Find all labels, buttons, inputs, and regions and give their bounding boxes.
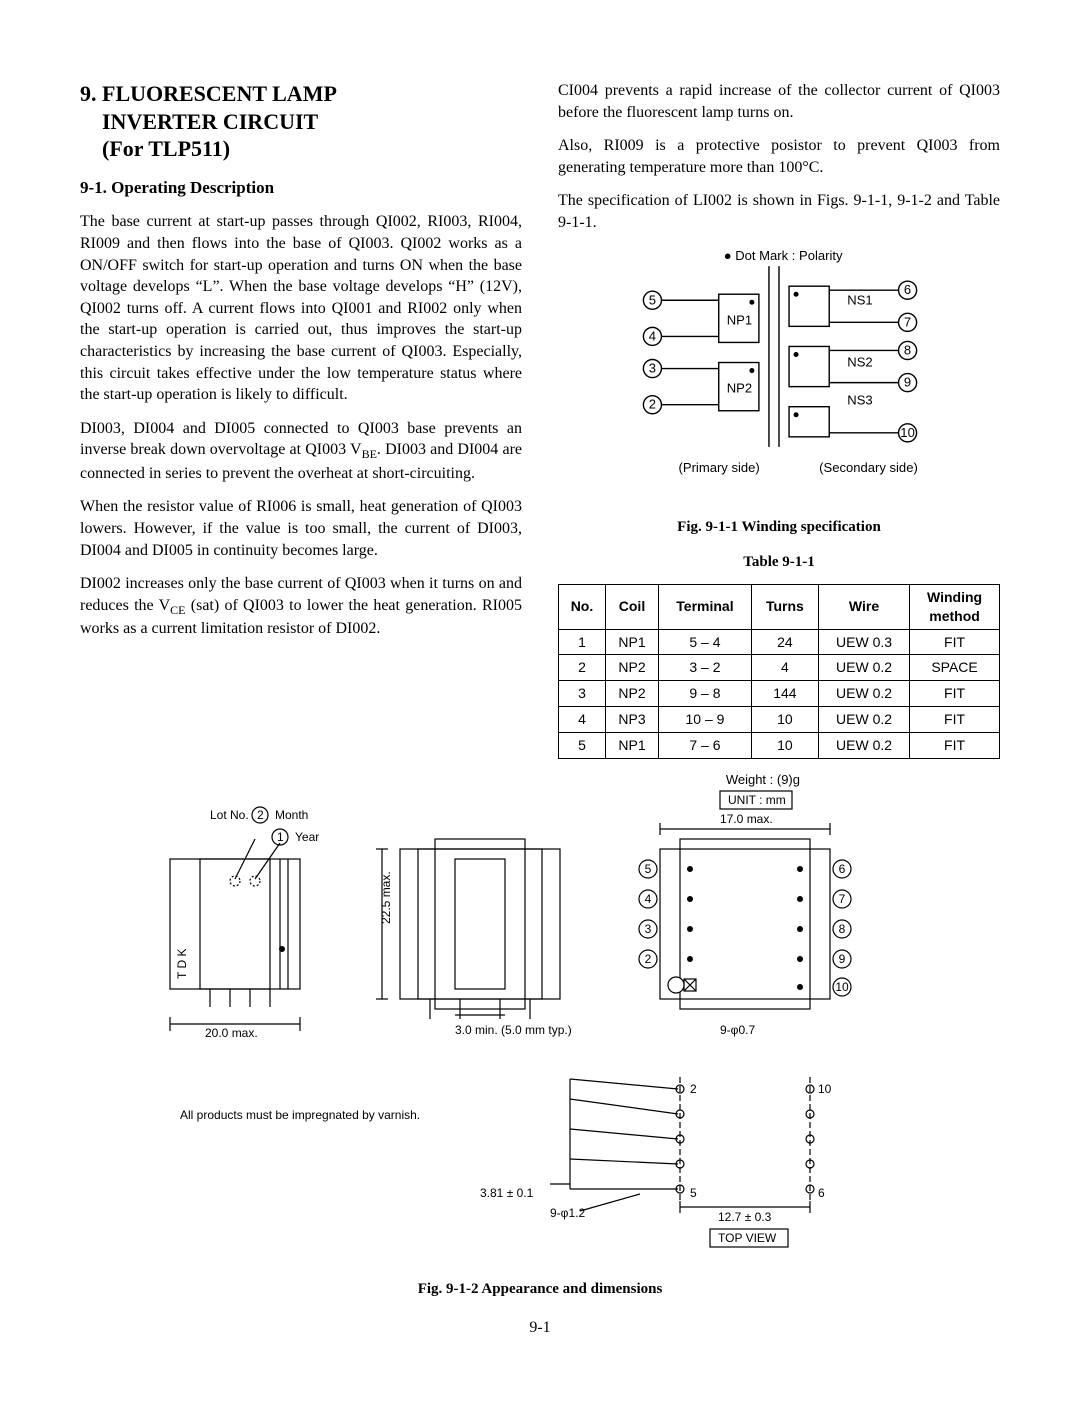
svg-text:7: 7 <box>839 892 846 906</box>
th-turns: Turns <box>751 584 818 629</box>
para-1: The base current at start-up passes thro… <box>80 211 522 405</box>
svg-text:(Primary side): (Primary side) <box>679 460 760 475</box>
heading-number: 9. <box>80 81 97 106</box>
svg-text:9: 9 <box>904 374 911 389</box>
para-3: When the resistor value of RI006 is smal… <box>80 496 522 561</box>
svg-text:6: 6 <box>904 282 911 297</box>
svg-text:9-φ0.7: 9-φ0.7 <box>720 1023 755 1037</box>
table-row: 1NP15 – 424UEW 0.3FIT <box>559 629 1000 655</box>
svg-text:17.0 max.: 17.0 max. <box>720 812 773 826</box>
svg-text:NS3: NS3 <box>847 392 872 407</box>
figure-9-1-2: Weight : (9)g UNIT : mm T D K <box>80 771 1000 1299</box>
dimensions-diagram: UNIT : mm T D K 20.0 max. <box>80 789 1000 1259</box>
table-row: 5NP17 – 610UEW 0.2FIT <box>559 733 1000 759</box>
svg-text:T D K: T D K <box>175 948 189 978</box>
page-number: 9-1 <box>80 1317 1000 1339</box>
winding-diagram: ● Dot Mark : Polarity NP1 NP2 <box>558 246 1000 497</box>
svg-text:4: 4 <box>645 892 652 906</box>
svg-text:1: 1 <box>277 830 284 844</box>
svg-text:NP2: NP2 <box>727 380 752 395</box>
heading-line2: INVERTER CIRCUIT <box>102 109 318 134</box>
heading-line3: (For TLP511) <box>102 136 230 161</box>
para-4: DI002 increases only the base current of… <box>80 573 522 640</box>
svg-text:10: 10 <box>900 424 915 439</box>
weight-label: Weight : (9)g <box>80 771 1000 789</box>
svg-text:5: 5 <box>645 862 652 876</box>
svg-text:9: 9 <box>839 952 846 966</box>
fig911-caption: Fig. 9-1-1 Winding specification <box>558 517 1000 537</box>
para-r1: CI004 prevents a rapid increase of the c… <box>558 80 1000 123</box>
svg-text:22.5 max.: 22.5 max. <box>379 871 393 924</box>
table-9-1-1: No. Coil Terminal Turns Wire Windingmeth… <box>558 584 1000 759</box>
svg-text:6: 6 <box>818 1186 825 1200</box>
table911-caption: Table 9-1-1 <box>558 552 1000 572</box>
dot-mark-label: ● Dot Mark : Polarity <box>724 248 843 263</box>
svg-text:5: 5 <box>649 292 656 307</box>
svg-text:7: 7 <box>904 314 911 329</box>
svg-text:2: 2 <box>257 808 264 822</box>
right-column: CI004 prevents a rapid increase of the c… <box>558 80 1000 759</box>
svg-text:Lot No.: Lot No. <box>210 808 249 822</box>
svg-text:6: 6 <box>839 862 846 876</box>
svg-text:2: 2 <box>649 396 656 411</box>
svg-text:8: 8 <box>904 342 911 357</box>
table-row: 3NP29 – 8144UEW 0.2FIT <box>559 681 1000 707</box>
svg-text:3.81 ± 0.1: 3.81 ± 0.1 <box>480 1186 534 1200</box>
svg-text:8: 8 <box>839 922 846 936</box>
heading-line1: FLUORESCENT LAMP <box>102 81 337 106</box>
svg-text:(Secondary side): (Secondary side) <box>819 460 918 475</box>
subheading: 9-1. Operating Description <box>80 177 522 200</box>
svg-text:3: 3 <box>649 360 656 375</box>
section-heading: 9. FLUORESCENT LAMP INVERTER CIRCUIT (Fo… <box>80 80 522 163</box>
svg-text:12.7 ± 0.3: 12.7 ± 0.3 <box>718 1210 772 1224</box>
th-terminal: Terminal <box>659 584 752 629</box>
svg-text:9-φ1.2: 9-φ1.2 <box>550 1206 585 1220</box>
th-coil: Coil <box>605 584 658 629</box>
svg-text:NS2: NS2 <box>847 354 872 369</box>
para-r2: Also, RI009 is a protective posistor to … <box>558 135 1000 178</box>
svg-text:2: 2 <box>690 1082 697 1096</box>
th-no: No. <box>559 584 606 629</box>
para-2: DI003, DI004 and DI005 connected to QI00… <box>80 418 522 485</box>
svg-text:10: 10 <box>835 980 849 994</box>
svg-text:3.0 min. (5.0 mm typ.): 3.0 min. (5.0 mm typ.) <box>455 1023 572 1037</box>
svg-text:Year: Year <box>295 830 319 844</box>
left-column: 9. FLUORESCENT LAMP INVERTER CIRCUIT (Fo… <box>80 80 522 759</box>
svg-text:Month: Month <box>275 808 308 822</box>
figure-9-1-1: ● Dot Mark : Polarity NP1 NP2 <box>558 246 1000 538</box>
svg-text:5: 5 <box>690 1186 697 1200</box>
svg-text:NP1: NP1 <box>727 312 752 327</box>
svg-text:TOP VIEW: TOP VIEW <box>718 1231 777 1245</box>
svg-text:20.0 max.: 20.0 max. <box>205 1026 258 1040</box>
th-method: Windingmethod <box>910 584 1000 629</box>
svg-text:All products must be impregnat: All products must be impregnated by varn… <box>180 1108 420 1122</box>
fig912-caption: Fig. 9-1-2 Appearance and dimensions <box>80 1279 1000 1299</box>
svg-text:10: 10 <box>818 1082 832 1096</box>
svg-text:UNIT : mm: UNIT : mm <box>728 793 786 807</box>
table-row: 2NP23 – 24UEW 0.2SPACE <box>559 655 1000 681</box>
para-r3: The specification of LI002 is shown in F… <box>558 190 1000 233</box>
svg-text:NS1: NS1 <box>847 292 872 307</box>
svg-text:2: 2 <box>645 952 652 966</box>
svg-text:4: 4 <box>649 328 656 343</box>
th-wire: Wire <box>818 584 909 629</box>
svg-text:3: 3 <box>645 922 652 936</box>
table-row: 4NP310 – 910UEW 0.2FIT <box>559 707 1000 733</box>
